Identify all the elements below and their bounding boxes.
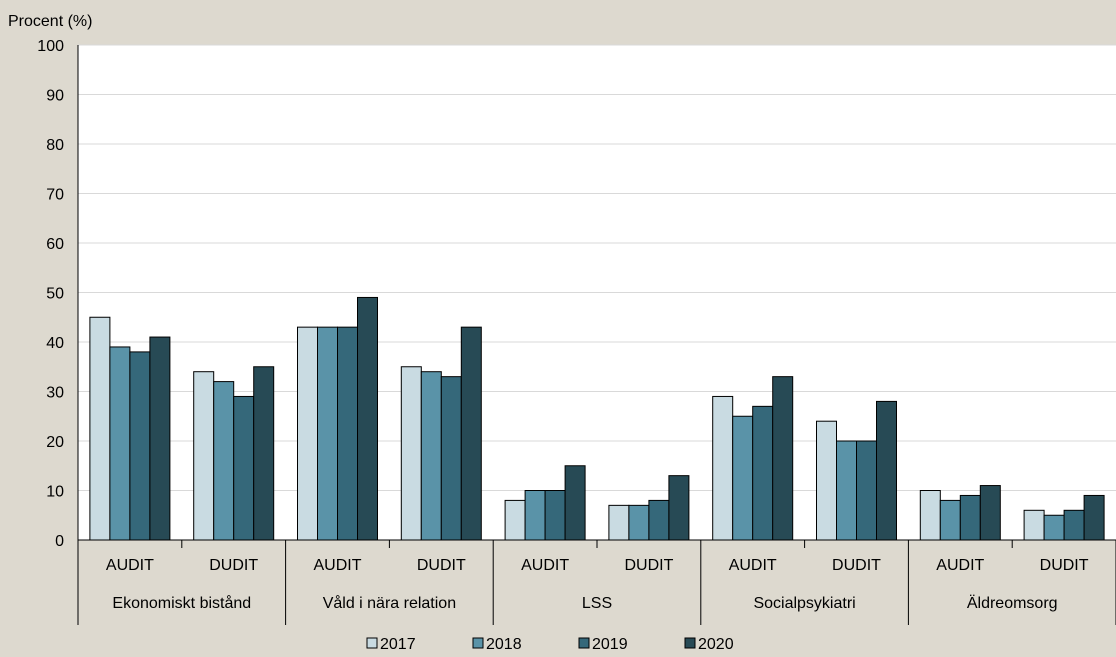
y-tick-label: 70 — [46, 187, 64, 204]
x-category-label: DUDIT — [1040, 557, 1089, 574]
bars — [89, 296, 1105, 541]
x-category-label: AUDIT — [106, 557, 154, 574]
legend-swatch-2017 — [366, 637, 378, 649]
bar-2017 — [816, 420, 837, 541]
y-axis-title: Procent (%) — [8, 13, 92, 30]
x-category-label: AUDIT — [521, 557, 569, 574]
legend-label-2019: 2019 — [592, 636, 628, 653]
bar-2018 — [732, 415, 754, 541]
legend-swatch-2020 — [684, 637, 696, 649]
y-tick-label: 100 — [37, 38, 64, 55]
x-group-label: Äldreomsorg — [967, 594, 1058, 612]
bar-2019 — [959, 494, 981, 541]
bar-2019 — [544, 490, 566, 541]
y-tick-label: 50 — [46, 286, 64, 303]
bar-2017 — [919, 490, 941, 541]
x-category-label: AUDIT — [729, 557, 777, 574]
x-labels: AUDIT DUDIT AUDIT DUDIT AUDIT DUDIT AUDIT DUDIT… — [106, 557, 1089, 612]
y-tick-labels: 0 10 20 30 40 50 60 70 80 90 100 — [37, 38, 64, 550]
bar-2019 — [129, 351, 151, 541]
bar-2018 — [420, 371, 442, 541]
legend: 2017 2018 2019 2020 — [366, 636, 734, 653]
legend-label-2017: 2017 — [380, 636, 416, 653]
bar-2018 — [109, 346, 131, 541]
bar-2018 — [939, 499, 961, 541]
y-tick-label: 30 — [46, 385, 64, 402]
y-tick-label: 90 — [46, 88, 64, 105]
x-group-label: Socialpsykiatri — [753, 595, 855, 612]
legend-swatch-2019 — [578, 637, 590, 649]
bar-2019 — [856, 440, 877, 541]
x-category-label: DUDIT — [417, 557, 466, 574]
bar-2017 — [89, 316, 111, 541]
bar-2018 — [628, 504, 650, 541]
bar-2020 — [772, 376, 794, 541]
bar-2020 — [876, 400, 897, 541]
bar-2020 — [149, 336, 171, 541]
bar-2018 — [1043, 514, 1065, 541]
legend-label-2018: 2018 — [486, 636, 522, 653]
bar-2017 — [608, 504, 630, 541]
bar-2017 — [400, 366, 422, 541]
bar-2017 — [297, 326, 318, 541]
bar-2019 — [233, 395, 255, 541]
bar-2019 — [440, 376, 462, 541]
legend-label-2020: 2020 — [698, 636, 734, 653]
bar-2020 — [1083, 494, 1105, 541]
bar-2020 — [357, 296, 378, 541]
axes — [77, 45, 1116, 625]
y-tick-label: 10 — [46, 484, 64, 501]
bar-2020 — [460, 326, 482, 541]
bar-2018 — [317, 326, 338, 541]
x-category-label: DUDIT — [624, 557, 673, 574]
bar-2019 — [752, 405, 774, 541]
y-tick-label: 60 — [46, 236, 64, 253]
x-group-label: LSS — [582, 595, 612, 612]
bar-2020 — [564, 465, 586, 541]
y-tick-label: 40 — [46, 335, 64, 352]
x-category-label: DUDIT — [209, 557, 258, 574]
bar-2018 — [213, 381, 235, 541]
x-category-label: DUDIT — [832, 557, 881, 574]
bar-2020 — [668, 475, 690, 541]
bar-2018 — [836, 440, 857, 541]
gridlines — [78, 44, 1116, 491]
y-tick-label: 20 — [46, 434, 64, 451]
x-category-label: AUDIT — [314, 557, 362, 574]
y-tick-label: 0 — [55, 533, 64, 550]
bar-2017 — [712, 395, 734, 541]
bar-2020 — [979, 485, 1001, 541]
y-tick-label: 80 — [46, 137, 64, 154]
x-group-label: Våld i nära relation — [323, 594, 456, 612]
x-category-label: AUDIT — [936, 557, 984, 574]
bar-2019 — [1063, 509, 1085, 541]
legend-swatch-2018 — [472, 637, 484, 649]
bar-2018 — [524, 490, 546, 541]
bar-2017 — [1023, 509, 1045, 541]
bar-2019 — [337, 326, 358, 541]
bar-2020 — [253, 366, 275, 541]
bar-2019 — [648, 499, 670, 541]
bar-2017 — [504, 499, 526, 541]
x-group-label: Ekonomiskt bistånd — [112, 594, 251, 612]
bar-2017 — [193, 371, 215, 541]
